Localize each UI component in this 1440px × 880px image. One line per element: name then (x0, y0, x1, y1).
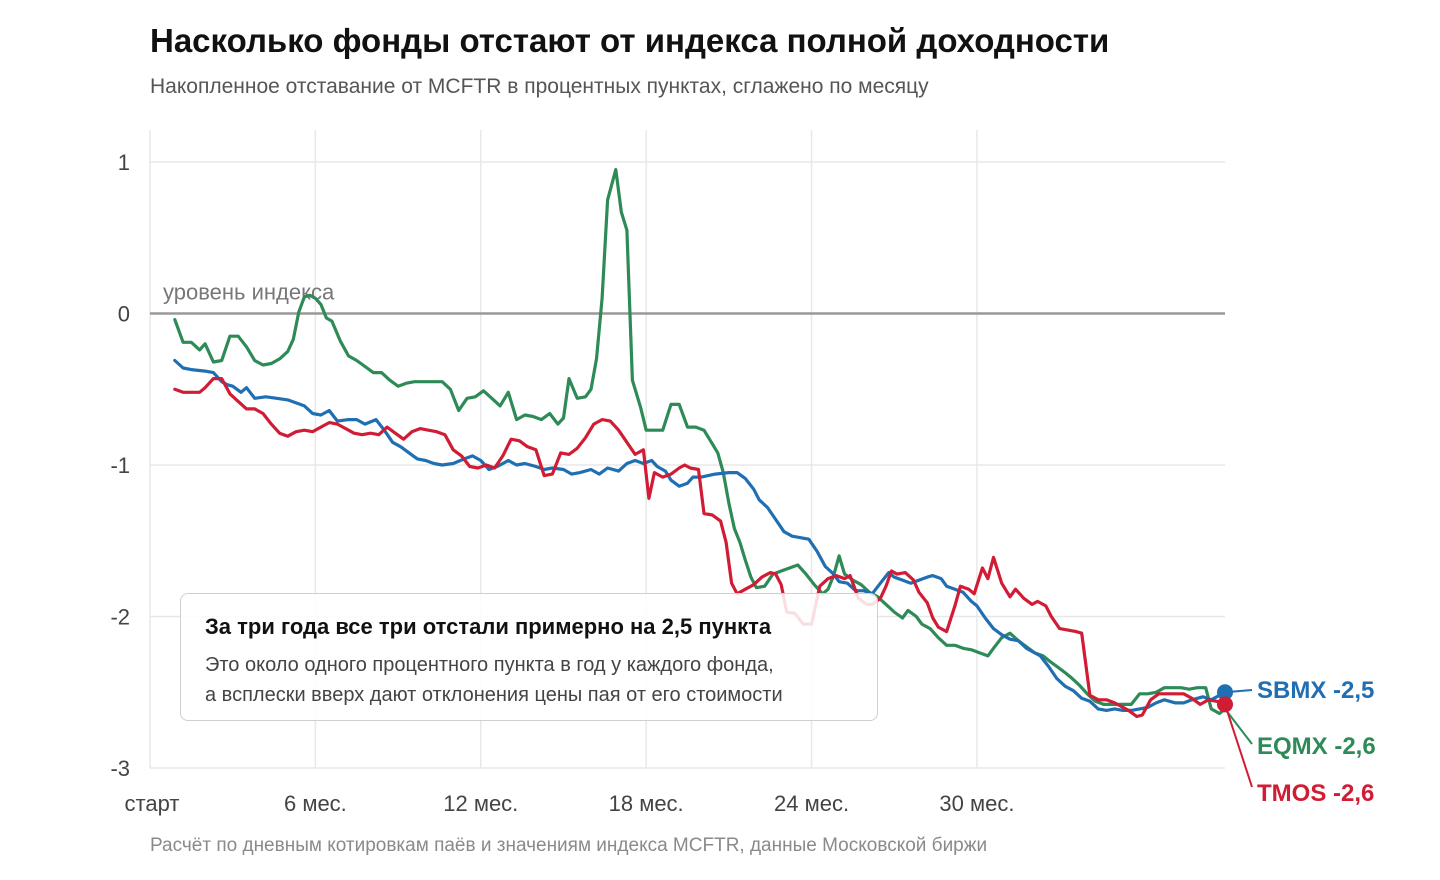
series-line-tmos (173, 377, 1227, 719)
y-tick-label: -2 (110, 605, 130, 630)
y-tick-label: 0 (118, 302, 130, 327)
chart-subtitle: Накопленное отставание от MCFTR в процен… (150, 75, 929, 98)
chart-source-note: Расчёт по дневным котировкам паёв и знач… (150, 835, 988, 856)
callout-title: За три года все три отстали примерно на … (205, 614, 772, 639)
leader-line-eqmx (1224, 708, 1253, 745)
series-line-sbmx (173, 358, 1227, 712)
x-tick-label: старт (125, 791, 180, 816)
end-marker-sbmx (1217, 684, 1233, 701)
y-tick-label: -3 (110, 756, 130, 781)
leader-line-tmos (1224, 704, 1253, 788)
y-tick-label: 1 (118, 150, 130, 175)
end-label-eqmx: EQMX -2,6 (1257, 733, 1376, 760)
x-tick-label: 6 мес. (284, 791, 347, 816)
end-label-sbmx: SBMX -2,5 (1257, 677, 1374, 704)
callout-line-1: Это около одного процентного пункта в го… (205, 654, 774, 676)
end-label-tmos: TMOS -2,6 (1257, 780, 1374, 807)
x-tick-label: 18 мес. (609, 791, 684, 816)
chart-title: Насколько фонды отстают от индекса полно… (150, 22, 1110, 59)
end-marker-tmos (1217, 696, 1233, 713)
reference-line-label: уровень индекса (163, 280, 335, 305)
x-tick-label: 24 мес. (774, 791, 849, 816)
x-tick-label: 12 мес. (443, 791, 518, 816)
annotation-callout: За три года все три отстали примерно на … (180, 593, 878, 721)
callout-line-2: а всплески вверх дают отклонения цены па… (205, 684, 783, 706)
y-tick-label: -1 (110, 453, 130, 478)
x-tick-label: 30 мес. (939, 791, 1014, 816)
